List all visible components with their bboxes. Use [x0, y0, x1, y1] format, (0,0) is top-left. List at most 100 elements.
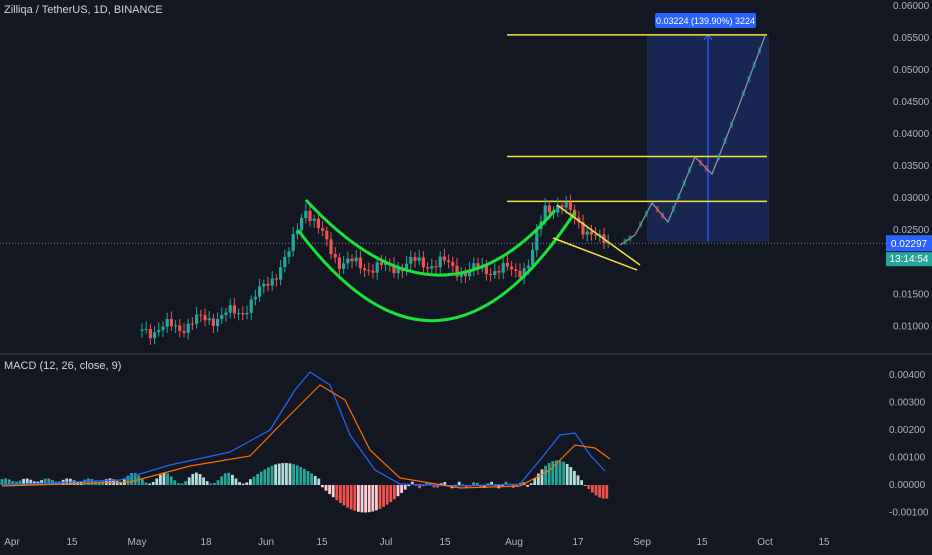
- candle-body: [224, 312, 228, 315]
- price-axis-tick: 0.03500: [893, 161, 930, 172]
- candle-body: [258, 286, 262, 297]
- macd-histogram-bar: [540, 469, 544, 485]
- macd-histogram-bar: [335, 485, 339, 501]
- candle-body: [325, 230, 329, 240]
- macd-histogram-bar: [501, 485, 504, 486]
- macd-histogram-bar: [342, 485, 346, 506]
- price-axis-tick: 0.04000: [893, 129, 930, 140]
- candle-body: [295, 230, 299, 235]
- candle-body: [564, 202, 568, 208]
- candle-body: [316, 218, 320, 229]
- macd-histogram-bar: [583, 485, 587, 486]
- candle-body: [174, 325, 178, 327]
- macd-histogram-bar: [587, 485, 591, 490]
- pane-separator[interactable]: [0, 353, 932, 355]
- last-price-value: 0.02297: [891, 239, 928, 250]
- candle-body: [140, 329, 144, 331]
- macd-histogram-bar: [605, 485, 609, 499]
- candle-body: [442, 256, 446, 261]
- macd-histogram-bar: [169, 476, 173, 485]
- macd-histogram-bar: [47, 478, 51, 485]
- candle-body: [430, 266, 434, 269]
- candle-body: [501, 262, 505, 273]
- wedge-lower-line: [552, 237, 638, 271]
- projection-candle: [699, 159, 703, 166]
- macd-histogram-bar: [126, 475, 130, 485]
- candle-body: [375, 262, 379, 273]
- macd-histogram-bar: [238, 482, 241, 485]
- candle-body: [476, 263, 480, 269]
- macd-histogram-bar: [562, 461, 565, 485]
- projection-candle: [747, 76, 751, 83]
- macd-histogram-bar: [576, 475, 580, 485]
- macd-histogram-bar: [364, 485, 367, 513]
- candle-body: [531, 250, 535, 266]
- projection-candle: [628, 235, 632, 242]
- macd-histogram-bar: [472, 482, 475, 485]
- wedge-upper-line: [556, 204, 641, 266]
- projection-candle: [723, 138, 727, 144]
- time-axis-label: 18: [200, 537, 212, 548]
- price-axis-tick: 0.01500: [893, 289, 930, 300]
- price-axis-tick: 0.05500: [893, 33, 930, 44]
- macd-histogram-bar: [303, 468, 306, 485]
- candle-body: [543, 205, 547, 222]
- macd-histogram-bar: [547, 462, 551, 485]
- candle-body: [266, 283, 270, 286]
- time-axis-label: 17: [572, 537, 584, 548]
- macd-histogram-bar: [580, 480, 583, 485]
- macd-histogram-bar: [173, 480, 177, 485]
- macd-indicator-label[interactable]: MACD (12, 26, close, 9): [4, 360, 122, 372]
- macd-histogram-bar: [396, 485, 400, 497]
- candle-body: [337, 257, 341, 269]
- cup-upper-curve: [304, 198, 557, 277]
- macd-histogram-bar: [259, 471, 263, 485]
- price-axis-tick: 0.06000: [893, 1, 930, 12]
- candle-body: [514, 269, 518, 271]
- candle-body: [396, 268, 400, 274]
- macd-histogram-bar: [252, 476, 256, 485]
- macd-histogram-bar: [133, 472, 137, 485]
- candle-body: [526, 265, 530, 269]
- candle-body: [333, 253, 337, 258]
- candle-body: [484, 265, 488, 275]
- candle-body: [321, 228, 325, 231]
- candle-body: [350, 258, 354, 262]
- candle-body: [245, 312, 249, 315]
- macd-histogram-bar: [155, 478, 159, 485]
- candle-body: [447, 260, 451, 263]
- macd-histogram-bar: [187, 477, 191, 485]
- macd-histogram-bar: [249, 479, 252, 485]
- macd-histogram-bar: [367, 485, 371, 513]
- macd-histogram-bar: [148, 483, 151, 485]
- candle-body: [505, 262, 509, 267]
- candle-body: [300, 217, 304, 231]
- projection-candle: [741, 90, 745, 97]
- macd-histogram-bar: [29, 479, 33, 485]
- macd-histogram-bar: [11, 481, 15, 485]
- candle-body: [581, 222, 585, 235]
- macd-histogram-bar: [90, 479, 94, 485]
- macd-histogram-bar: [378, 485, 382, 509]
- candle-body: [598, 234, 602, 236]
- time-axis-label: May: [128, 537, 147, 548]
- candle-body: [493, 271, 497, 275]
- macd-histogram-bar: [220, 476, 223, 485]
- candle-body: [308, 210, 312, 221]
- macd-histogram-bar: [119, 482, 123, 485]
- macd-histogram-bar: [0, 479, 4, 485]
- macd-histogram-bar: [573, 470, 576, 485]
- candle-body: [262, 283, 266, 287]
- candle-body: [522, 268, 526, 278]
- time-axis-label: 15: [818, 537, 830, 548]
- candle-body: [144, 329, 148, 331]
- candle-body: [438, 256, 442, 268]
- macd-histogram-bar: [108, 478, 112, 485]
- candle-body: [358, 257, 362, 269]
- macd-histogram-bar: [382, 485, 385, 507]
- macd-histogram-bar: [353, 485, 357, 511]
- macd-histogram-bar: [18, 480, 22, 485]
- macd-histogram-bar: [195, 472, 198, 485]
